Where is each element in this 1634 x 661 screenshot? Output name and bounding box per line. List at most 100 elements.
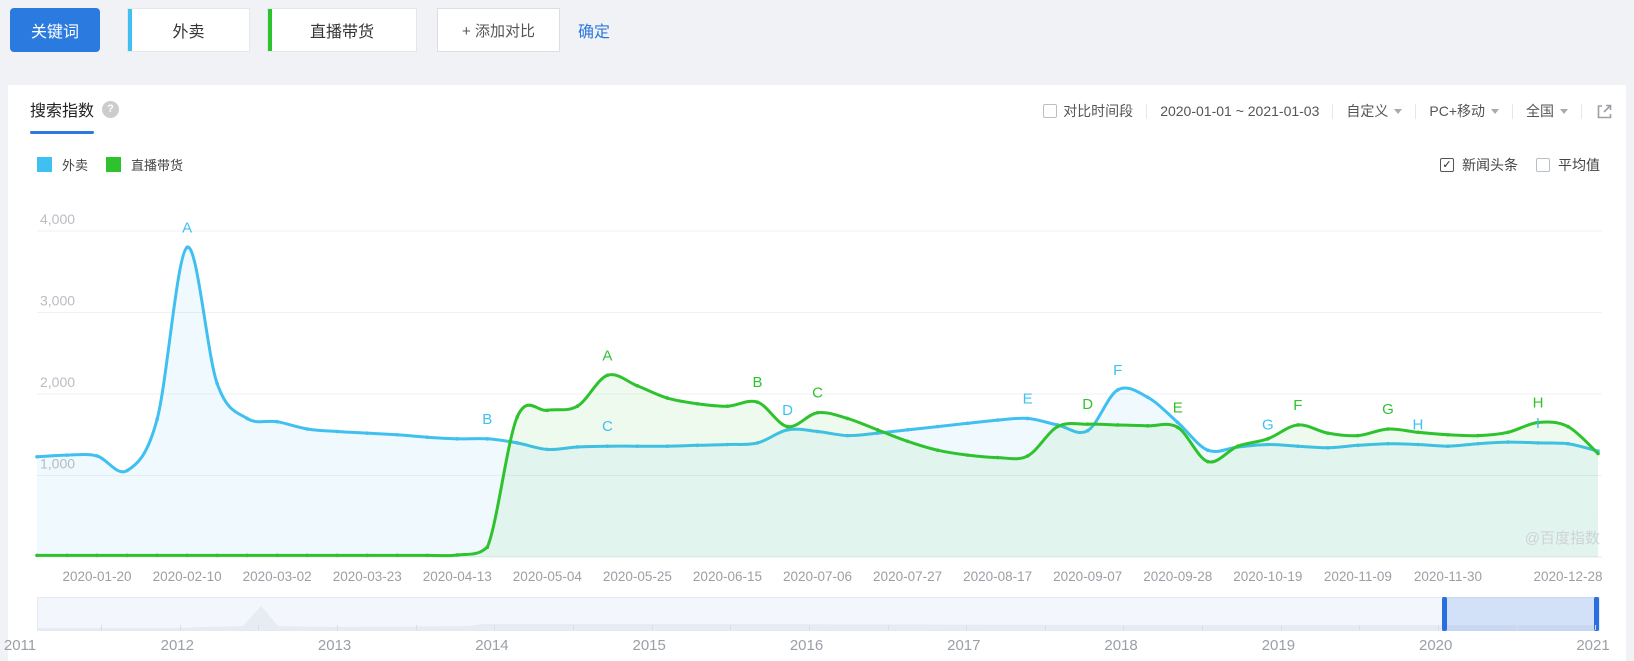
svg-text:2020-06-15: 2020-06-15 bbox=[693, 569, 762, 584]
keyword-input-zhibodaihuo[interactable]: 直播带货 bbox=[267, 8, 417, 52]
timeline-slider[interactable] bbox=[37, 597, 1600, 631]
timeline-tick bbox=[1280, 625, 1282, 630]
timeline-selection[interactable] bbox=[1442, 597, 1599, 631]
confirm-link[interactable]: 确定 bbox=[578, 24, 611, 41]
year-label-2021: 2021 bbox=[1576, 637, 1610, 654]
compare-period-control[interactable]: 对比时间段 bbox=[1043, 101, 1133, 121]
divider bbox=[1146, 103, 1148, 119]
news-marker-H: H bbox=[1533, 395, 1544, 412]
news-headlines-checkbox[interactable]: ✓ bbox=[1440, 158, 1454, 172]
news-marker-G: G bbox=[1262, 417, 1274, 434]
svg-text:2020-07-27: 2020-07-27 bbox=[873, 569, 942, 584]
year-label-2011: 2011 bbox=[3, 637, 37, 654]
year-label-2019: 2019 bbox=[1261, 637, 1296, 654]
page-title: 搜索指数 bbox=[30, 103, 95, 120]
chevron-down-icon bbox=[1491, 108, 1499, 114]
timeline-tick bbox=[1044, 625, 1046, 630]
news-marker-A: A bbox=[602, 347, 612, 364]
svg-text:2,000: 2,000 bbox=[40, 374, 75, 390]
divider bbox=[1415, 103, 1417, 119]
overlay-toggles: ✓ 新闻头条 平均值 bbox=[1440, 155, 1600, 175]
add-compare-button[interactable]: + 添加对比 bbox=[437, 8, 560, 52]
keyword-input-waimai[interactable]: 外卖 bbox=[127, 8, 250, 52]
export-icon[interactable] bbox=[1595, 102, 1614, 121]
svg-text:2020-09-07: 2020-09-07 bbox=[1053, 569, 1122, 584]
news-marker-G: G bbox=[1382, 401, 1394, 418]
timeline-tick bbox=[808, 625, 810, 630]
timeline-left-handle[interactable] bbox=[1442, 597, 1447, 631]
news-marker-F: F bbox=[1293, 397, 1302, 414]
svg-text:2020-10-19: 2020-10-19 bbox=[1233, 569, 1302, 584]
year-label-2013: 2013 bbox=[317, 637, 352, 654]
svg-text:2020-03-02: 2020-03-02 bbox=[243, 569, 312, 584]
keyword-bar: 关键词 外卖 直播带货 + 添加对比 确定 bbox=[0, 0, 1634, 70]
region-dropdown[interactable]: 全国 bbox=[1526, 101, 1568, 121]
date-range-value[interactable]: 2020-01-01 ~ 2021-01-03 bbox=[1160, 103, 1320, 119]
legend-swatch-waimai bbox=[37, 157, 52, 172]
compare-period-label: 对比时间段 bbox=[1063, 103, 1134, 119]
news-marker-H: H bbox=[1412, 417, 1423, 434]
chart-legend: 外卖 直播带货 bbox=[37, 155, 183, 174]
year-label-2017: 2017 bbox=[947, 637, 981, 654]
chevron-down-icon bbox=[1560, 108, 1568, 114]
timeline-tick bbox=[336, 625, 338, 630]
svg-text:2020-01-20: 2020-01-20 bbox=[63, 569, 132, 584]
timeline-tick bbox=[494, 625, 496, 630]
keyword-color-bar-waimai bbox=[128, 9, 132, 51]
svg-text:2020-12-28: 2020-12-28 bbox=[1533, 569, 1602, 584]
compare-period-checkbox[interactable] bbox=[1043, 104, 1058, 118]
platform-dropdown[interactable]: PC+移动 bbox=[1429, 101, 1499, 121]
svg-text:2020-07-06: 2020-07-06 bbox=[783, 569, 852, 584]
keyword-text-waimai: 外卖 bbox=[172, 24, 205, 41]
check-icon: ✓ bbox=[1442, 158, 1452, 171]
region-label: 全国 bbox=[1526, 103, 1554, 119]
legend-label-waimai: 外卖 bbox=[62, 158, 89, 173]
svg-text:2020-11-09: 2020-11-09 bbox=[1324, 569, 1392, 584]
news-marker-D: D bbox=[782, 402, 793, 419]
timeline-tick bbox=[1516, 625, 1518, 630]
news-marker-I: I bbox=[1536, 415, 1540, 432]
year-label-2014: 2014 bbox=[475, 637, 509, 654]
active-tab-underline bbox=[30, 131, 94, 134]
timeline-tick bbox=[258, 625, 260, 630]
keyword-button[interactable]: 关键词 bbox=[10, 8, 100, 52]
svg-text:1,000: 1,000 bbox=[40, 456, 75, 472]
timeline-tick bbox=[415, 625, 417, 630]
average-label: 平均值 bbox=[1558, 157, 1600, 173]
help-icon[interactable]: ? bbox=[102, 100, 120, 118]
divider bbox=[1581, 103, 1582, 119]
chart-controls: 对比时间段 2020-01-01 ~ 2021-01-03 自定义 PC+移动 … bbox=[1043, 101, 1614, 121]
svg-text:4,000: 4,000 bbox=[40, 211, 75, 227]
timeline-tick bbox=[179, 625, 181, 630]
timeline-tick bbox=[1202, 625, 1204, 630]
timeline-tick bbox=[1595, 625, 1597, 630]
platform-label: PC+移动 bbox=[1429, 103, 1485, 119]
legend-swatch-zhibodaihuo bbox=[106, 157, 122, 172]
svg-text:2020-02-10: 2020-02-10 bbox=[153, 569, 222, 584]
average-checkbox[interactable] bbox=[1536, 158, 1550, 172]
keyword-text-zhibodaihuo: 直播带货 bbox=[309, 24, 374, 41]
svg-text:2020-11-30: 2020-11-30 bbox=[1414, 569, 1482, 584]
timeline-tick bbox=[1438, 625, 1440, 630]
timeline-year-labels: 2011 2012 2013 2014 2015 2016 2017 2018 2019 2020… bbox=[4, 637, 1626, 657]
svg-text:2020-09-28: 2020-09-28 bbox=[1143, 569, 1212, 584]
news-headlines-label: 新闻头条 bbox=[1462, 157, 1518, 173]
timeline-mini-chart bbox=[38, 606, 1599, 630]
divider bbox=[1512, 103, 1513, 119]
svg-text:2020-03-23: 2020-03-23 bbox=[333, 569, 402, 584]
news-marker-E: E bbox=[1023, 390, 1033, 407]
range-mode-dropdown[interactable]: 自定义 bbox=[1346, 101, 1403, 121]
divider bbox=[1332, 103, 1334, 119]
timeline-tick bbox=[1359, 625, 1361, 630]
svg-text:2020-08-17: 2020-08-17 bbox=[963, 569, 1032, 584]
news-marker-C: C bbox=[602, 418, 613, 435]
news-marker-F: F bbox=[1113, 362, 1122, 379]
timeline-tick bbox=[1123, 625, 1125, 630]
timeline-tick bbox=[887, 625, 889, 630]
panel-title-row: 搜索指数 ? bbox=[30, 97, 120, 121]
news-marker-B: B bbox=[752, 374, 762, 391]
timeline-right-handle[interactable] bbox=[1594, 597, 1599, 631]
news-marker-A: A bbox=[182, 219, 192, 236]
